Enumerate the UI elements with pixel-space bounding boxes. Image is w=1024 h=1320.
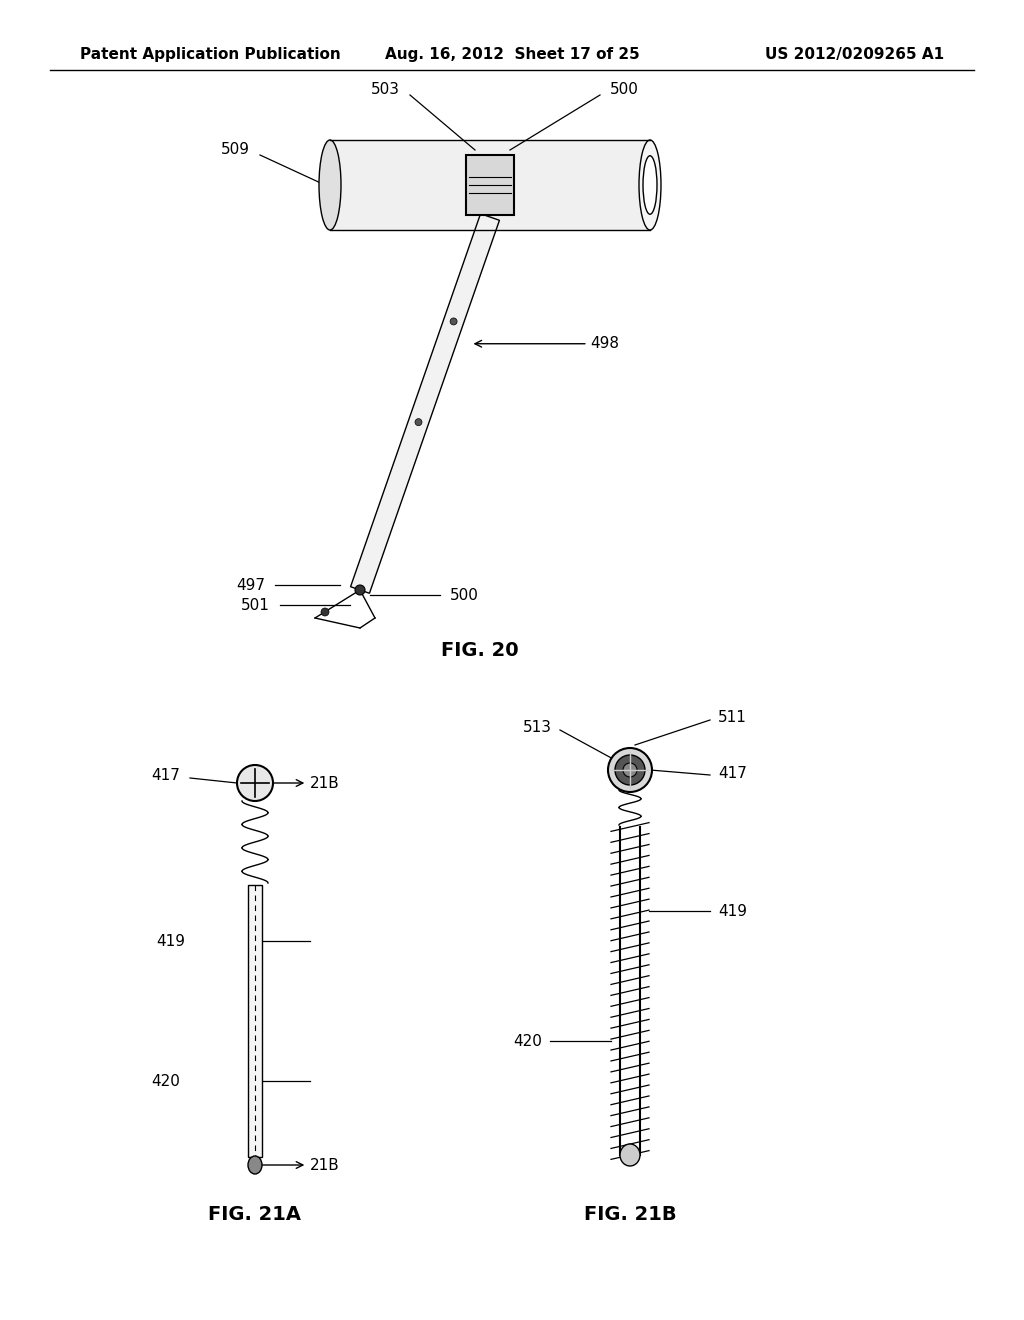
Text: 500: 500 bbox=[450, 587, 479, 602]
Text: 420: 420 bbox=[513, 1034, 542, 1048]
Text: 500: 500 bbox=[610, 82, 639, 98]
Bar bbox=[248, 884, 262, 1158]
Text: 503: 503 bbox=[371, 82, 400, 98]
Bar bbox=[466, 154, 514, 215]
Text: 419: 419 bbox=[718, 903, 746, 919]
Text: FIG. 21A: FIG. 21A bbox=[209, 1205, 301, 1225]
Text: 498: 498 bbox=[475, 337, 620, 351]
Ellipse shape bbox=[615, 755, 645, 785]
Text: 513: 513 bbox=[523, 721, 552, 735]
Ellipse shape bbox=[415, 418, 422, 425]
Text: 497: 497 bbox=[236, 578, 265, 593]
Ellipse shape bbox=[319, 140, 341, 230]
Text: 419: 419 bbox=[156, 933, 185, 949]
Ellipse shape bbox=[248, 1156, 262, 1173]
Polygon shape bbox=[350, 214, 500, 593]
Ellipse shape bbox=[639, 140, 662, 230]
Text: 420: 420 bbox=[152, 1073, 180, 1089]
Text: 511: 511 bbox=[718, 710, 746, 726]
Ellipse shape bbox=[451, 318, 457, 325]
Text: 417: 417 bbox=[152, 767, 180, 783]
Ellipse shape bbox=[623, 763, 637, 777]
Text: Patent Application Publication: Patent Application Publication bbox=[80, 48, 341, 62]
Text: US 2012/0209265 A1: US 2012/0209265 A1 bbox=[765, 48, 944, 62]
Ellipse shape bbox=[355, 585, 365, 595]
Ellipse shape bbox=[620, 1144, 640, 1166]
Ellipse shape bbox=[321, 609, 329, 616]
Text: 21B: 21B bbox=[240, 776, 340, 791]
Text: 509: 509 bbox=[221, 143, 250, 157]
Bar bbox=[330, 140, 650, 230]
Ellipse shape bbox=[237, 766, 273, 801]
Text: 417: 417 bbox=[718, 766, 746, 780]
Ellipse shape bbox=[608, 748, 652, 792]
Text: Aug. 16, 2012  Sheet 17 of 25: Aug. 16, 2012 Sheet 17 of 25 bbox=[385, 48, 639, 62]
Ellipse shape bbox=[643, 156, 657, 214]
Text: FIG. 21B: FIG. 21B bbox=[584, 1205, 676, 1225]
Text: FIG. 20: FIG. 20 bbox=[441, 640, 519, 660]
Text: 21B: 21B bbox=[249, 1158, 340, 1172]
Text: 501: 501 bbox=[241, 598, 270, 612]
